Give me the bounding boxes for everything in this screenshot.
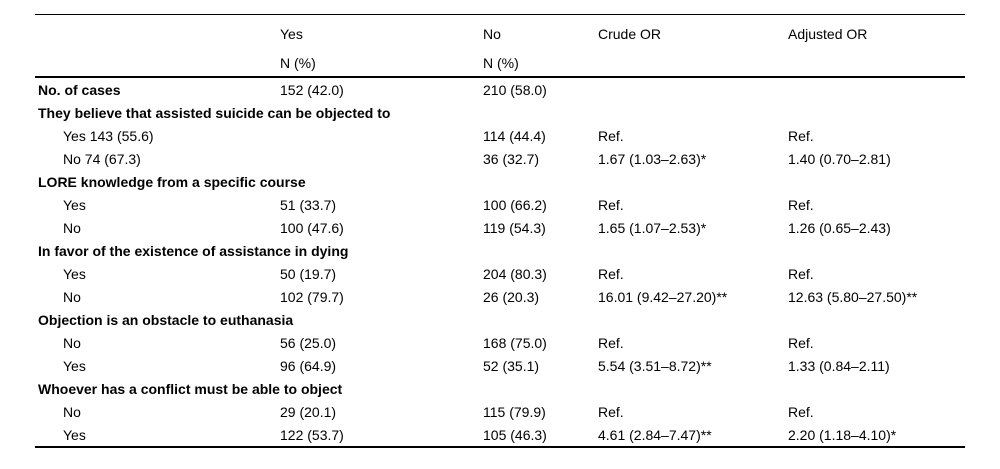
cell-adjusted: Ref. bbox=[788, 127, 814, 144]
section-label: Whoever has a conflict must be able to o… bbox=[38, 380, 343, 397]
table-body: No. of cases 152 (42.0) 210 (58.0) They bel… bbox=[35, 77, 965, 447]
cell-crude: Ref. bbox=[598, 265, 624, 282]
table-row: No 29 (20.1) 115 (79.9) Ref. Ref. bbox=[35, 400, 965, 423]
table-row: Yes 122 (53.7) 105 (46.3) 4.61 (2.84–7.47)*… bbox=[35, 423, 965, 447]
cell-yes: 102 (79.7) bbox=[280, 288, 344, 305]
cell-no: 115 (79.9) bbox=[483, 403, 546, 420]
section-label: LORE knowledge from a specific course bbox=[38, 173, 306, 190]
table-row: Yes 51 (33.7) 100 (66.2) Ref. Ref. bbox=[35, 193, 965, 216]
cell-adjusted: 12.63 (5.80–27.50)** bbox=[788, 288, 918, 305]
table-row: No 100 (47.6) 119 (54.3) 1.65 (1.07–2.53)* 1… bbox=[35, 216, 965, 239]
header-yes: Yes N (%) bbox=[280, 14, 483, 78]
cell-adjusted: Ref. bbox=[788, 196, 814, 213]
section-row: LORE knowledge from a specific course bbox=[35, 170, 965, 193]
cell-no: 204 (80.3) bbox=[483, 265, 547, 282]
cell-label: No bbox=[63, 288, 81, 305]
section-label: In favor of the existence of assistance … bbox=[38, 242, 349, 259]
cell-crude: 1.67 (1.03–2.63)* bbox=[598, 150, 707, 167]
section-row: In favor of the existence of assistance … bbox=[35, 239, 965, 262]
cell-crude: Ref. bbox=[598, 127, 624, 144]
table-row: Yes 143 (55.6) 114 (44.4) Ref. Ref. bbox=[35, 124, 965, 147]
cell-label: Yes bbox=[63, 196, 86, 213]
statistics-table: Yes N (%) No N (%) Crude OR Adjusted OR … bbox=[35, 14, 965, 448]
cell-adjusted: 1.26 (0.65–2.43) bbox=[788, 219, 891, 236]
cell-adjusted: Ref. bbox=[788, 334, 814, 351]
cell-yes: 96 (64.9) bbox=[280, 357, 337, 374]
cell-crude: Ref. bbox=[598, 403, 624, 420]
section-label: Objection is an obstacle to euthanasia bbox=[38, 311, 294, 328]
cell-adjusted bbox=[788, 77, 965, 101]
header-no-npct: N (%) bbox=[483, 55, 519, 71]
cell-no: 114 (44.4) bbox=[483, 127, 546, 144]
header-yes-label: Yes bbox=[280, 26, 303, 42]
cell-crude bbox=[598, 77, 788, 101]
cell-adjusted: 2.20 (1.18–4.10)* bbox=[788, 426, 897, 443]
section-row: Whoever has a conflict must be able to o… bbox=[35, 377, 965, 400]
header-adjusted-or: Adjusted OR bbox=[788, 14, 965, 78]
cell-no: 100 (66.2) bbox=[483, 196, 547, 213]
cell-yes: 50 (19.7) bbox=[280, 265, 337, 282]
header-no-label: No bbox=[483, 26, 501, 42]
cell-crude: 1.65 (1.07–2.53)* bbox=[598, 219, 707, 236]
cell-yes bbox=[280, 124, 483, 147]
header-empty bbox=[35, 14, 280, 78]
statistics-table-container: Yes N (%) No N (%) Crude OR Adjusted OR … bbox=[35, 14, 965, 448]
cell-no: 26 (20.3) bbox=[483, 288, 540, 305]
header-yes-npct: N (%) bbox=[280, 55, 316, 71]
cell-yes: 29 (20.1) bbox=[280, 403, 337, 420]
cell-yes: 152 (42.0) bbox=[280, 81, 344, 98]
cell-label: No bbox=[63, 403, 81, 420]
section-row: They believe that assisted suicide can b… bbox=[35, 101, 965, 124]
cell-crude: Ref. bbox=[598, 334, 624, 351]
cell-no: 119 (54.3) bbox=[483, 219, 546, 236]
cell-crude: 5.54 (3.51–8.72)** bbox=[598, 357, 712, 374]
cell-label: Yes bbox=[63, 265, 86, 282]
cell-adjusted: 1.33 (0.84–2.11) bbox=[788, 357, 890, 374]
header-adjusted-or-label: Adjusted OR bbox=[788, 26, 868, 42]
header-crude-or: Crude OR bbox=[598, 14, 788, 78]
cell-adjusted: Ref. bbox=[788, 265, 814, 282]
table-row: No 102 (79.7) 26 (20.3) 16.01 (9.42–27.20)*… bbox=[35, 285, 965, 308]
cell-no: 52 (35.1) bbox=[483, 357, 540, 374]
section-label: They believe that assisted suicide can b… bbox=[38, 104, 391, 121]
cell-no: 168 (75.0) bbox=[483, 334, 547, 351]
table-header: Yes N (%) No N (%) Crude OR Adjusted OR bbox=[35, 14, 965, 78]
table-row: Yes 50 (19.7) 204 (80.3) Ref. Ref. bbox=[35, 262, 965, 285]
cell-crude: 16.01 (9.42–27.20)** bbox=[598, 288, 728, 305]
table-row: No. of cases 152 (42.0) 210 (58.0) bbox=[35, 77, 965, 101]
table-row: Yes 96 (64.9) 52 (35.1) 5.54 (3.51–8.72)** 1… bbox=[35, 354, 965, 377]
cell-adjusted: Ref. bbox=[788, 403, 814, 420]
cell-no: 210 (58.0) bbox=[483, 81, 547, 98]
cell-no: 105 (46.3) bbox=[483, 426, 547, 443]
cell-label: No. of cases bbox=[38, 81, 121, 98]
cell-label: No 74 (67.3) bbox=[63, 150, 141, 167]
table-row: No 74 (67.3) 36 (32.7) 1.67 (1.03–2.63)* 1.… bbox=[35, 147, 965, 170]
cell-adjusted: 1.40 (0.70–2.81) bbox=[788, 150, 891, 167]
cell-label: Yes bbox=[63, 357, 86, 374]
cell-label: Yes bbox=[63, 426, 86, 443]
cell-label: Yes 143 (55.6) bbox=[63, 127, 154, 144]
table-row: No 56 (25.0) 168 (75.0) Ref. Ref. bbox=[35, 331, 965, 354]
cell-yes: 122 (53.7) bbox=[280, 426, 344, 443]
section-row: Objection is an obstacle to euthanasia bbox=[35, 308, 965, 331]
header-row: Yes N (%) No N (%) Crude OR Adjusted OR bbox=[35, 14, 965, 78]
cell-crude: Ref. bbox=[598, 196, 624, 213]
header-no: No N (%) bbox=[483, 14, 598, 78]
cell-no: 36 (32.7) bbox=[483, 150, 540, 167]
cell-crude: 4.61 (2.84–7.47)** bbox=[598, 426, 712, 443]
header-crude-or-label: Crude OR bbox=[598, 26, 662, 42]
cell-yes: 51 (33.7) bbox=[280, 196, 337, 213]
cell-yes: 100 (47.6) bbox=[280, 219, 344, 236]
cell-label: No bbox=[63, 219, 81, 236]
cell-label: No bbox=[63, 334, 81, 351]
cell-yes bbox=[280, 147, 483, 170]
cell-yes: 56 (25.0) bbox=[280, 334, 337, 351]
